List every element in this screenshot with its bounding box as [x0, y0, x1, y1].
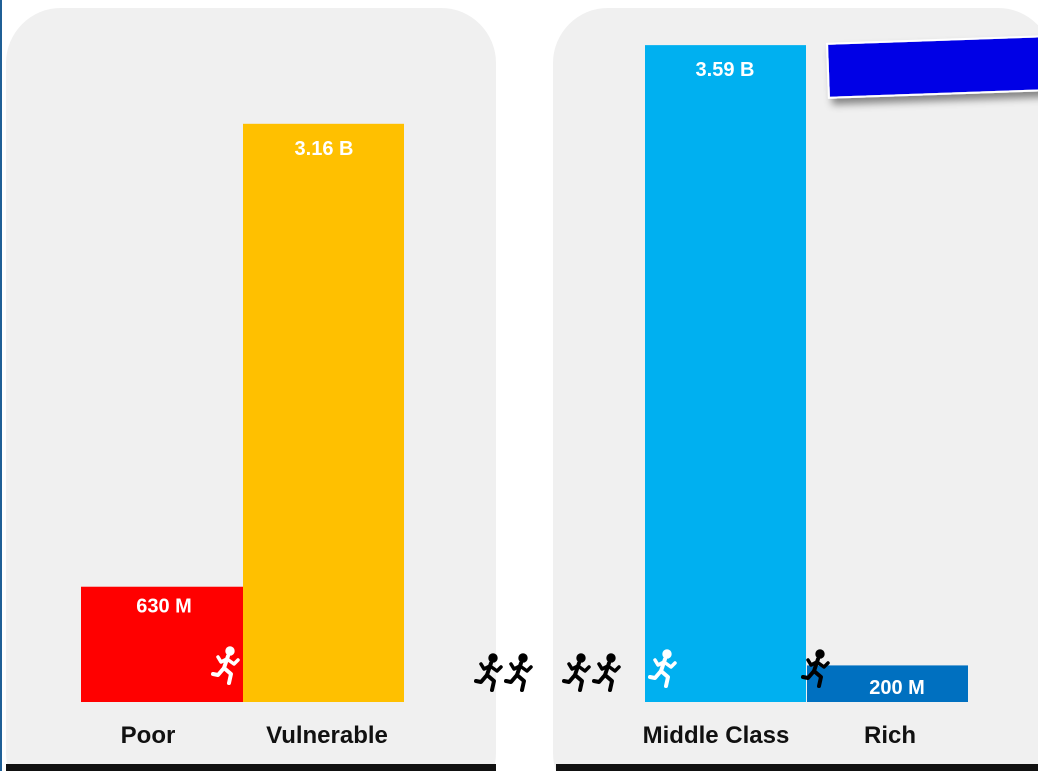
value-labels-layer: 630 M 3.16 B 3.59 B 200 M [136, 59, 925, 699]
baseline-left [6, 764, 496, 771]
baseline-right [556, 764, 1038, 771]
blue-callout-box [825, 34, 1038, 99]
bar-vulnerable [243, 123, 404, 702]
value-label-poor: 630 M [136, 596, 192, 618]
running-person-icon [504, 651, 533, 692]
value-label-vulnerable: 3.16 B [295, 138, 354, 160]
bar-middle-class [645, 45, 806, 703]
value-label-rich: 200 M [869, 677, 925, 699]
bar-rich [807, 665, 968, 702]
category-label-vulnerable: Vulnerable [266, 722, 388, 749]
category-labels-layer: Poor Vulnerable Middle Class Rich [121, 722, 916, 749]
value-label-middle-class: 3.59 B [696, 59, 755, 81]
bars-layer [81, 45, 968, 703]
category-label-middle-class: Middle Class [643, 722, 790, 749]
category-label-poor: Poor [121, 722, 176, 749]
callout-box [825, 34, 1038, 99]
bar-poor [81, 586, 247, 702]
category-label-rich: Rich [864, 722, 916, 749]
